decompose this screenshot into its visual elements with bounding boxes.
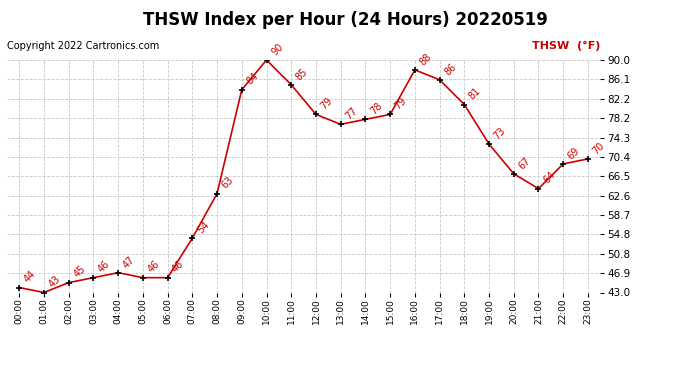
Text: 81: 81 [467, 86, 483, 102]
Text: 45: 45 [72, 264, 88, 280]
Text: 64: 64 [541, 170, 557, 186]
Text: 84: 84 [244, 71, 260, 87]
Text: THSW Index per Hour (24 Hours) 20220519: THSW Index per Hour (24 Hours) 20220519 [143, 11, 547, 29]
Text: Copyright 2022 Cartronics.com: Copyright 2022 Cartronics.com [7, 41, 159, 51]
Text: 79: 79 [319, 96, 335, 112]
Text: 69: 69 [566, 146, 582, 161]
Text: 70: 70 [591, 140, 607, 156]
Text: 46: 46 [96, 259, 112, 275]
Text: 88: 88 [417, 51, 433, 67]
Text: 54: 54 [195, 219, 211, 235]
Text: THSW  (°F): THSW (°F) [532, 41, 600, 51]
Text: 78: 78 [368, 101, 384, 117]
Text: 67: 67 [517, 155, 533, 171]
Text: 46: 46 [170, 259, 186, 275]
Text: 46: 46 [146, 259, 161, 275]
Text: 44: 44 [22, 269, 38, 285]
Text: 47: 47 [121, 254, 137, 270]
Text: 86: 86 [442, 61, 458, 77]
Text: 90: 90 [269, 42, 285, 57]
Text: 63: 63 [220, 175, 235, 191]
Text: 77: 77 [344, 106, 359, 122]
Text: 79: 79 [393, 96, 408, 112]
Text: 73: 73 [492, 126, 508, 141]
Text: 43: 43 [47, 274, 63, 290]
Text: 85: 85 [294, 66, 310, 82]
